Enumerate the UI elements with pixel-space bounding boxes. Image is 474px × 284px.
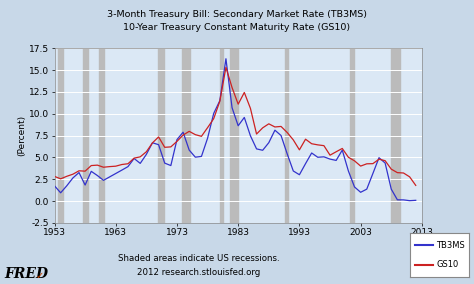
Bar xyxy=(99,48,104,223)
Bar xyxy=(220,48,224,223)
Bar xyxy=(229,48,237,223)
Bar xyxy=(350,48,354,223)
Bar xyxy=(58,48,63,223)
Text: ✓: ✓ xyxy=(36,271,44,281)
Text: 2012 research.stlouisfed.org: 2012 research.stlouisfed.org xyxy=(137,268,261,277)
Bar xyxy=(285,48,288,223)
Text: Shaded areas indicate US recessions.: Shaded areas indicate US recessions. xyxy=(118,254,280,263)
Bar xyxy=(83,48,88,223)
Text: TB3MS: TB3MS xyxy=(436,241,465,250)
Bar xyxy=(391,48,401,223)
Y-axis label: (Percent): (Percent) xyxy=(17,115,26,156)
Text: 3-Month Treasury Bill: Secondary Market Rate (TB3MS): 3-Month Treasury Bill: Secondary Market … xyxy=(107,10,367,19)
Text: 10-Year Treasury Constant Maturity Rate (GS10): 10-Year Treasury Constant Maturity Rate … xyxy=(123,23,351,32)
Bar xyxy=(158,48,164,223)
Text: FRED: FRED xyxy=(5,267,49,281)
Text: GS10: GS10 xyxy=(436,260,458,269)
Bar xyxy=(182,48,191,223)
